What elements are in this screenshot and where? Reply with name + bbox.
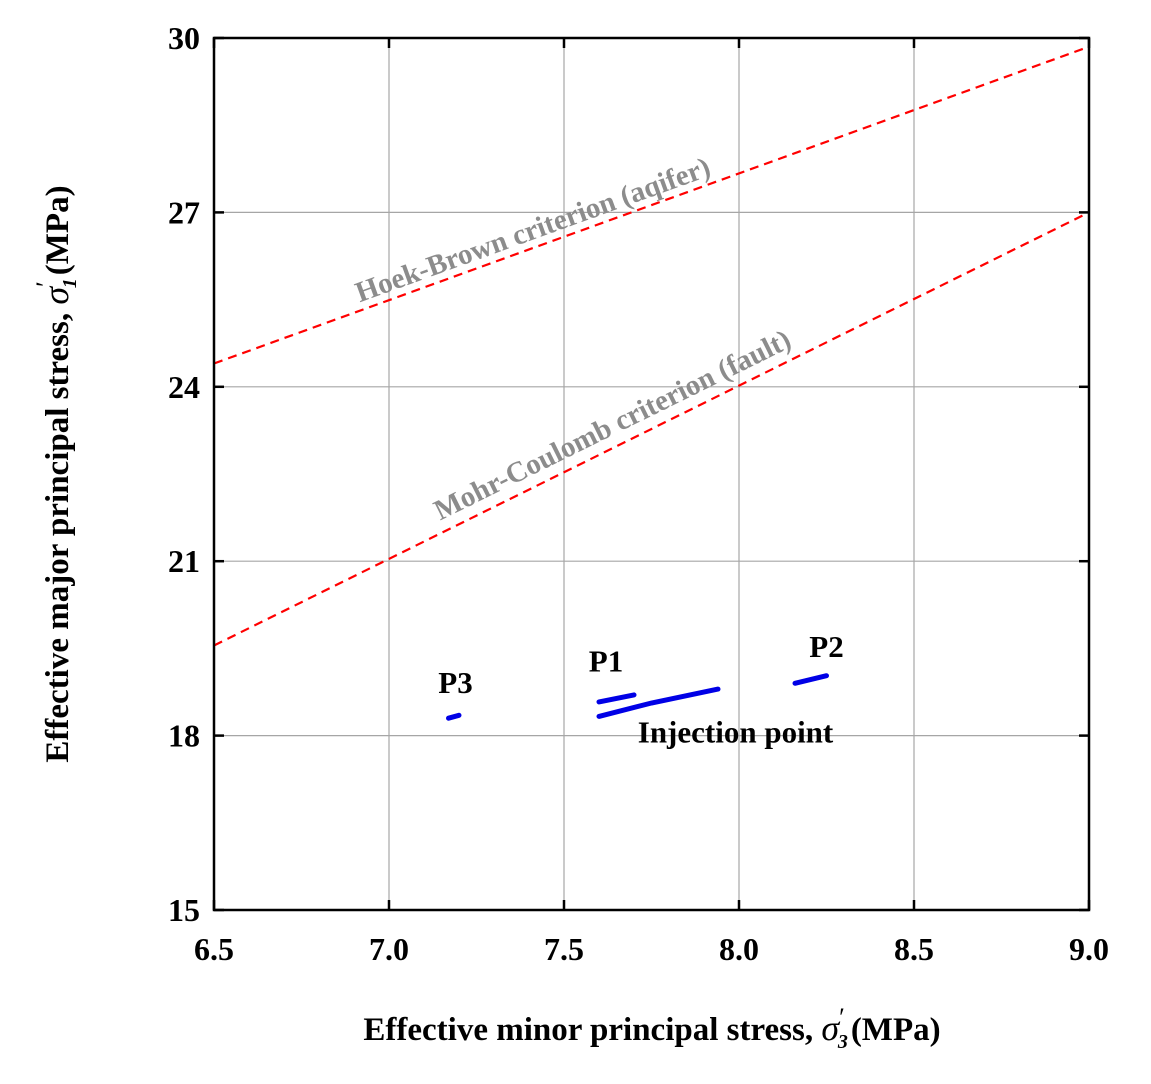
y-tick-label: 18 — [168, 718, 200, 754]
annotation-hoek-brown-criterion-aqifer: Hoek-Brown criterion (aqifer) — [351, 151, 714, 309]
x-axis-title: Effective minor principal stress, σ′ 3(MP… — [363, 1003, 940, 1053]
x-tick-label: 6.5 — [194, 931, 234, 967]
annotation-p3: P3 — [438, 665, 472, 700]
x-tick-label: 8.0 — [719, 931, 759, 967]
y-axis-title: Effective major principal stress, σ′1(MP… — [31, 185, 81, 762]
series-p3 — [446, 712, 462, 721]
grid-lines — [214, 38, 1089, 910]
series-injection-point — [596, 686, 721, 719]
x-tick-label: 8.5 — [894, 931, 934, 967]
x-tick-label: 7.0 — [369, 931, 409, 967]
annotation-p1: P1 — [589, 644, 623, 679]
axis-ticks: 6.5 7.0 7.5 8.0 8.5 9.0 15 18 21 24 27 30 — [168, 20, 1109, 967]
annotation-injection-point: Injection point — [638, 715, 834, 750]
x-tick-label: 9.0 — [1069, 931, 1109, 967]
y-tick-label: 24 — [168, 369, 200, 405]
annotations: Hoek-Brown criterion (aqifer)Mohr-Coulom… — [351, 151, 843, 749]
y-tick-label: 30 — [168, 20, 200, 56]
x-tick-label: 7.5 — [544, 931, 584, 967]
series-p2 — [792, 673, 829, 686]
annotation-p2: P2 — [809, 629, 843, 664]
series-mohr-coulomb-criterion-fault — [213, 211, 1090, 647]
y-tick-label: 27 — [168, 194, 200, 230]
plot-frame — [212, 36, 1091, 912]
annotation-mohr-coulomb-criterion-fault: Mohr-Coulomb criterion (fault) — [429, 324, 796, 527]
series-p1 — [596, 692, 637, 705]
y-tick-label: 15 — [168, 892, 200, 928]
data-series — [213, 45, 1090, 721]
y-tick-label: 21 — [168, 543, 200, 579]
series-hoek-brown-criterion-aqifer — [213, 45, 1090, 365]
